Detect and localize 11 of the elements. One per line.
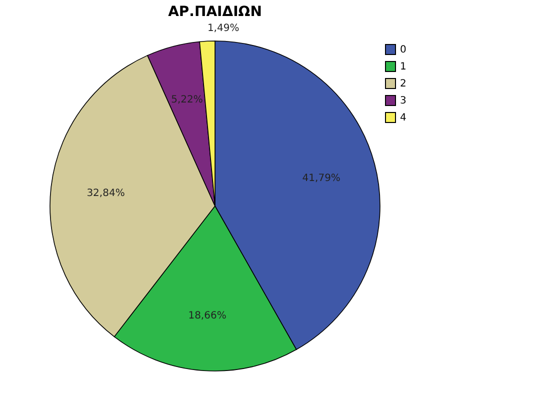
legend-label: 2 [400,78,406,90]
data-label: 32,84% [86,188,125,200]
legend-label: 3 [400,96,406,106]
data-label: 41,79% [302,172,340,184]
data-label: 18,66% [188,310,226,322]
data-label: 1,49% [207,23,240,34]
legend-label: 1 [400,62,406,72]
data-label: 5,22% [171,94,203,106]
chart-title: ΑΡ.ΠΑΙΔΙΩΝ [168,4,262,20]
legend-label: 0 [400,44,406,56]
legend-label: 4 [400,112,406,124]
